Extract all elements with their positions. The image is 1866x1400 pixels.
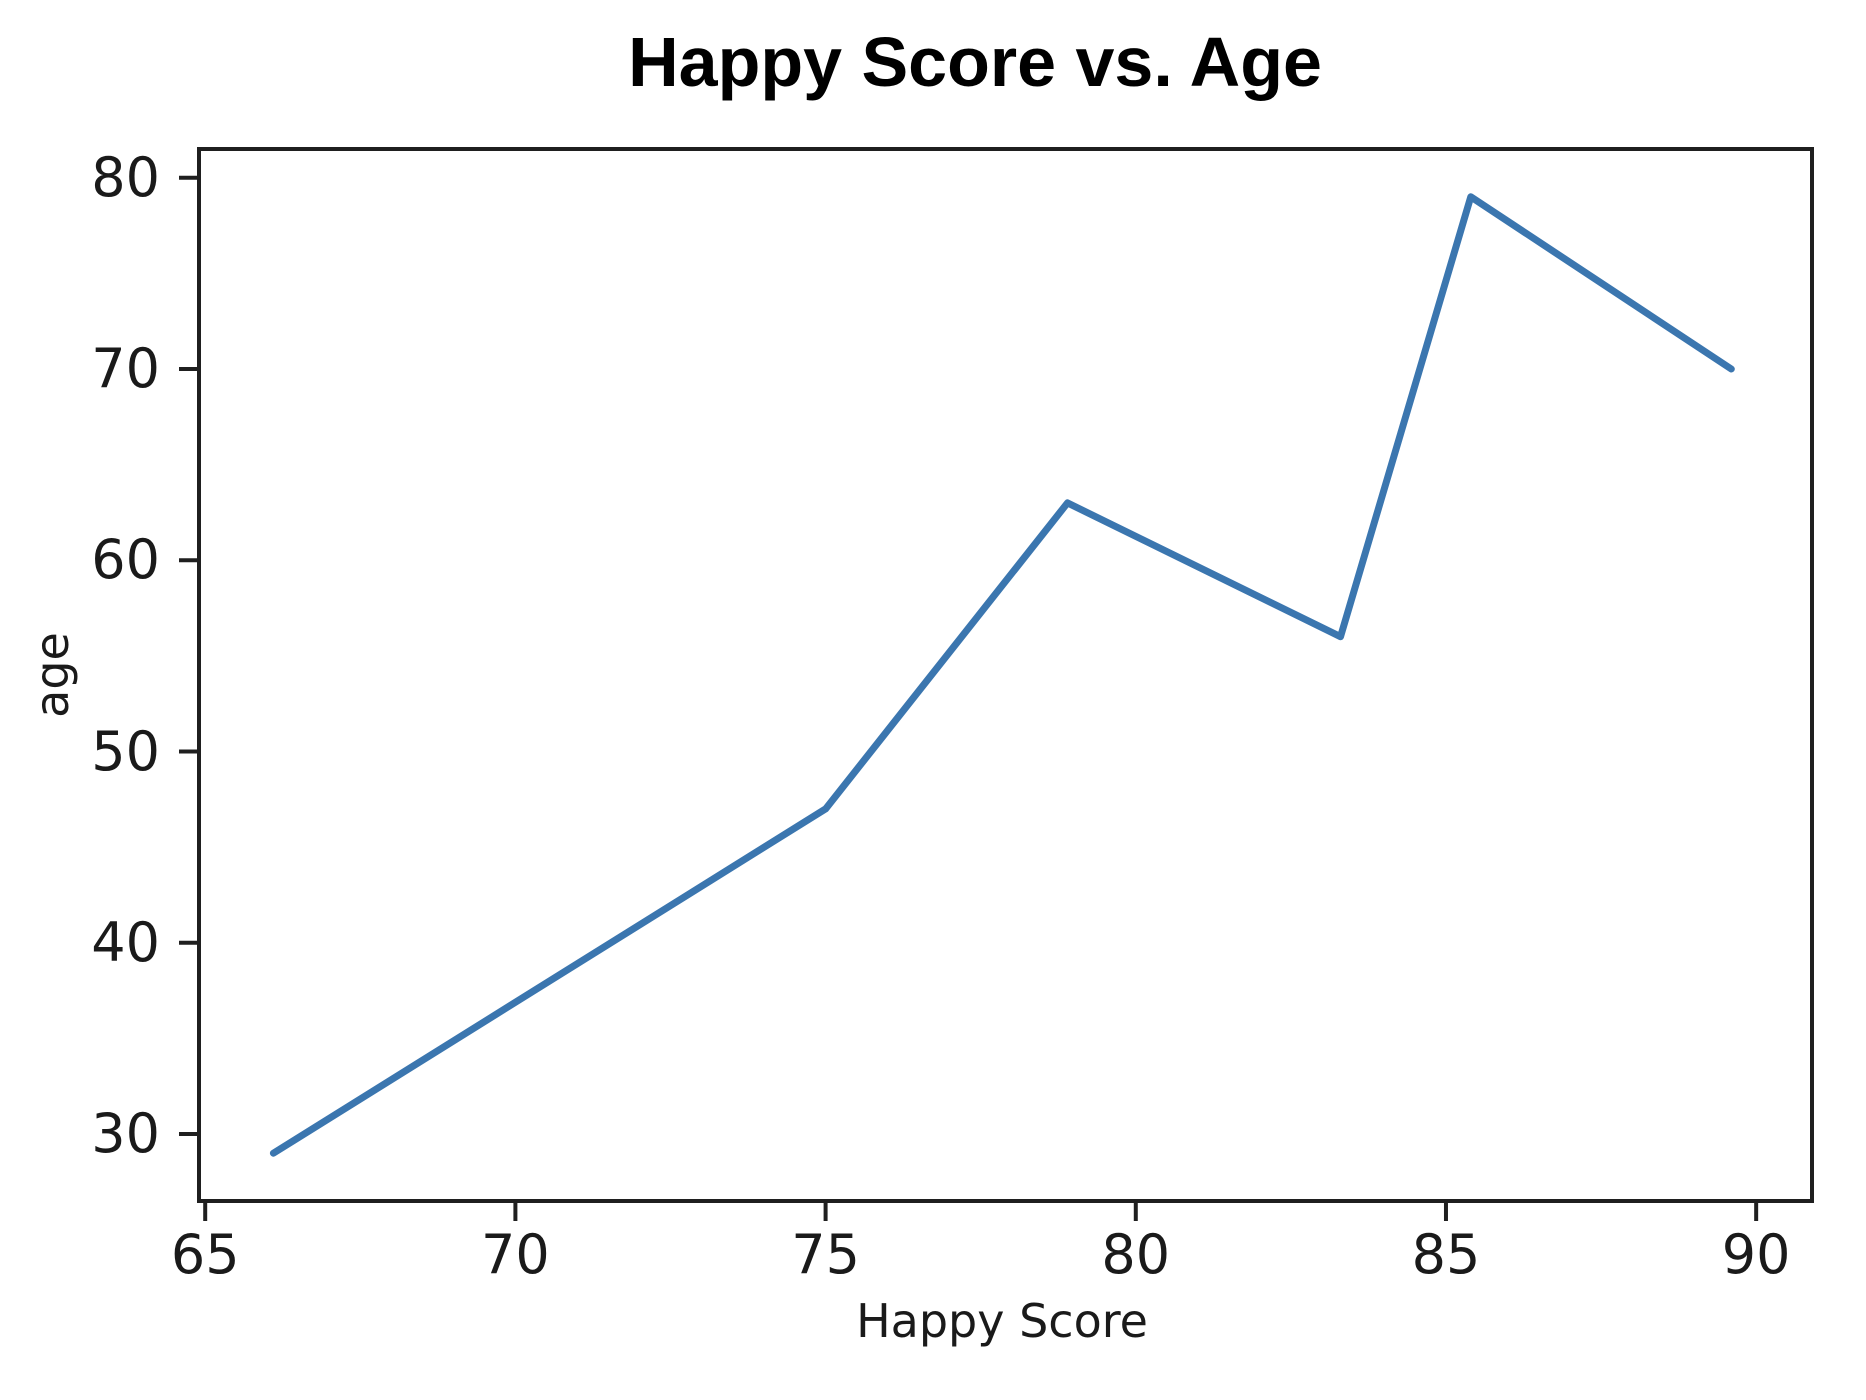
y-tick-label: 80	[91, 145, 160, 209]
x-tick-label: 75	[791, 1223, 860, 1286]
chart-title: Happy Score vs. Age	[628, 23, 1322, 101]
x-axis-label: Happy Score	[856, 1294, 1148, 1348]
x-tick-label: 80	[1101, 1223, 1171, 1286]
y-tick-label: 60	[91, 528, 160, 592]
data-line	[269, 193, 1735, 1157]
y-tick-label: 70	[91, 336, 160, 400]
x-tick-label: 65	[170, 1223, 240, 1286]
y-tick-label: 40	[91, 910, 160, 974]
y-tick-label: 50	[91, 719, 160, 783]
plot-area	[197, 147, 1814, 1203]
x-tick-label: 85	[1411, 1223, 1481, 1286]
x-tick-label: 70	[481, 1223, 550, 1286]
y-axis-label: age	[25, 632, 79, 718]
x-tick-label: 90	[1721, 1223, 1791, 1286]
y-tick-label: 30	[91, 1102, 160, 1166]
